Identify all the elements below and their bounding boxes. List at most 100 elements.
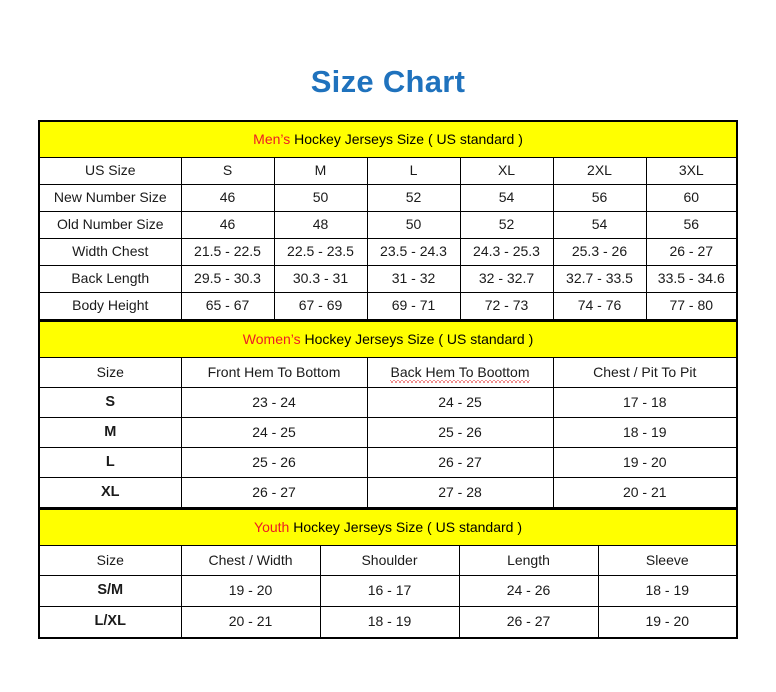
youth-header-row: Size Chest / Width Shoulder Length Sleev…: [38, 545, 739, 576]
womens-row-label-3: XL: [38, 477, 182, 508]
youth-row-label-0: S/M: [38, 575, 182, 607]
youth-section-banner: Youth Hockey Jerseys Size ( US standard …: [37, 508, 739, 546]
womens-cell-2-2: 19 - 20: [552, 447, 739, 478]
womens-banner-rest: Hockey Jerseys Size ( US standard ): [300, 330, 534, 347]
mens-col-header-5: 2XL: [552, 157, 647, 185]
youth-col-header-1: Chest / Width: [180, 545, 321, 576]
mens-cell-4-4: 74 - 76: [552, 292, 647, 320]
womens-row-label-1: M: [38, 417, 182, 448]
mens-cell-1-2: 50: [366, 211, 461, 239]
mens-banner-cell: Men’s Hockey Jerseys Size ( US standard …: [37, 120, 739, 158]
womens-banner-accent: Women’s: [242, 330, 301, 347]
womens-row-label-0: S: [38, 387, 182, 418]
mens-cell-4-5: 77 - 80: [645, 292, 739, 320]
mens-col-header-0: US Size: [38, 157, 182, 185]
youth-cell-1-2: 26 - 27: [458, 606, 599, 639]
womens-cell-0-0: 23 - 24: [180, 387, 368, 418]
mens-size-table: Men’s Hockey Jerseys Size ( US standard …: [37, 120, 739, 320]
mens-col-header-6: 3XL: [645, 157, 739, 185]
womens-cell-0-1: 24 - 25: [366, 387, 554, 418]
youth-cell-0-2: 24 - 26: [458, 575, 599, 607]
table-row: Width Chest 21.5 - 22.5 22.5 - 23.5 23.5…: [38, 238, 739, 266]
mens-col-header-4: XL: [459, 157, 554, 185]
mens-cell-4-1: 67 - 69: [273, 292, 368, 320]
womens-row-label-2: L: [38, 447, 182, 478]
mens-banner-accent: Men’s: [253, 130, 291, 147]
mens-cell-4-2: 69 - 71: [366, 292, 461, 320]
mens-cell-3-4: 32.7 - 33.5: [552, 265, 647, 293]
mens-cell-0-4: 56: [552, 184, 647, 212]
mens-cell-2-4: 25.3 - 26: [552, 238, 647, 266]
table-row: L/XL 20 - 21 18 - 19 26 - 27 19 - 20: [38, 606, 739, 639]
table-row: New Number Size 46 50 52 54 56 60: [38, 184, 739, 212]
womens-cell-1-0: 24 - 25: [180, 417, 368, 448]
womens-cell-2-1: 26 - 27: [366, 447, 554, 478]
womens-cell-0-2: 17 - 18: [552, 387, 739, 418]
mens-cell-2-5: 26 - 27: [645, 238, 739, 266]
mens-cell-0-1: 50: [273, 184, 368, 212]
mens-cell-4-3: 72 - 73: [459, 292, 554, 320]
mens-row-label-1: Old Number Size: [38, 211, 182, 239]
youth-banner-rest: Hockey Jerseys Size ( US standard ): [289, 518, 522, 535]
womens-size-table: Women’s Hockey Jerseys Size ( US standar…: [37, 320, 739, 508]
youth-col-header-0: Size: [38, 545, 182, 576]
womens-col-header-3: Chest / Pit To Pit: [552, 357, 739, 388]
mens-cell-1-0: 46: [180, 211, 275, 239]
mens-col-header-2: M: [273, 157, 368, 185]
mens-cell-1-3: 52: [459, 211, 554, 239]
table-row: Old Number Size 46 48 50 52 54 56: [38, 211, 739, 239]
mens-row-label-2: Width Chest: [38, 238, 182, 266]
mens-cell-0-2: 52: [366, 184, 461, 212]
mens-cell-2-2: 23.5 - 24.3: [366, 238, 461, 266]
youth-banner-accent: Youth: [254, 518, 290, 535]
mens-cell-1-4: 54: [552, 211, 647, 239]
mens-cell-0-3: 54: [459, 184, 554, 212]
misspelled-header-text: Back Hem To Boottom: [390, 363, 530, 384]
youth-cell-0-3: 18 - 19: [597, 575, 739, 607]
youth-col-header-2: Shoulder: [319, 545, 460, 576]
mens-cell-0-0: 46: [180, 184, 275, 212]
table-row: Body Height 65 - 67 67 - 69 69 - 71 72 -…: [38, 292, 739, 320]
womens-header-row: Size Front Hem To Bottom Back Hem To Boo…: [38, 357, 739, 388]
womens-cell-1-1: 25 - 26: [366, 417, 554, 448]
mens-cell-3-1: 30.3 - 31: [273, 265, 368, 293]
youth-col-header-4: Sleeve: [597, 545, 739, 576]
mens-cell-0-5: 60: [645, 184, 739, 212]
mens-cell-4-0: 65 - 67: [180, 292, 275, 320]
mens-section-banner: Men’s Hockey Jerseys Size ( US standard …: [37, 120, 739, 158]
youth-col-header-3: Length: [458, 545, 599, 576]
mens-cell-3-3: 32 - 32.7: [459, 265, 554, 293]
youth-cell-0-1: 16 - 17: [319, 575, 460, 607]
mens-cell-3-0: 29.5 - 30.3: [180, 265, 275, 293]
womens-cell-3-2: 20 - 21: [552, 477, 739, 508]
womens-col-header-1: Front Hem To Bottom: [180, 357, 368, 388]
womens-col-header-2: Back Hem To Boottom: [366, 357, 554, 388]
mens-cell-2-0: 21.5 - 22.5: [180, 238, 275, 266]
mens-col-header-3: L: [366, 157, 461, 185]
mens-cell-2-3: 24.3 - 25.3: [459, 238, 554, 266]
table-row: L 25 - 26 26 - 27 19 - 20: [38, 447, 739, 478]
womens-cell-3-0: 26 - 27: [180, 477, 368, 508]
youth-size-table: Youth Hockey Jerseys Size ( US standard …: [37, 508, 739, 639]
mens-banner-rest: Hockey Jerseys Size ( US standard ): [290, 130, 523, 147]
youth-cell-1-3: 19 - 20: [597, 606, 739, 639]
youth-banner-cell: Youth Hockey Jerseys Size ( US standard …: [37, 508, 739, 546]
youth-cell-1-0: 20 - 21: [180, 606, 321, 639]
mens-col-header-1: S: [180, 157, 275, 185]
table-row: Back Length 29.5 - 30.3 30.3 - 31 31 - 3…: [38, 265, 739, 293]
size-tables-container: Men’s Hockey Jerseys Size ( US standard …: [37, 120, 739, 639]
mens-cell-2-1: 22.5 - 23.5: [273, 238, 368, 266]
youth-row-label-1: L/XL: [38, 606, 182, 639]
mens-cell-3-2: 31 - 32: [366, 265, 461, 293]
womens-banner-cell: Women’s Hockey Jerseys Size ( US standar…: [37, 320, 739, 358]
womens-col-header-0: Size: [38, 357, 182, 388]
mens-header-row: US Size S M L XL 2XL 3XL: [38, 157, 739, 185]
womens-cell-3-1: 27 - 28: [366, 477, 554, 508]
table-row: S 23 - 24 24 - 25 17 - 18: [38, 387, 739, 418]
table-row: XL 26 - 27 27 - 28 20 - 21: [38, 477, 739, 508]
youth-cell-1-1: 18 - 19: [319, 606, 460, 639]
mens-cell-1-5: 56: [645, 211, 739, 239]
mens-row-label-4: Body Height: [38, 292, 182, 320]
page-title: Size Chart: [310, 64, 466, 99]
